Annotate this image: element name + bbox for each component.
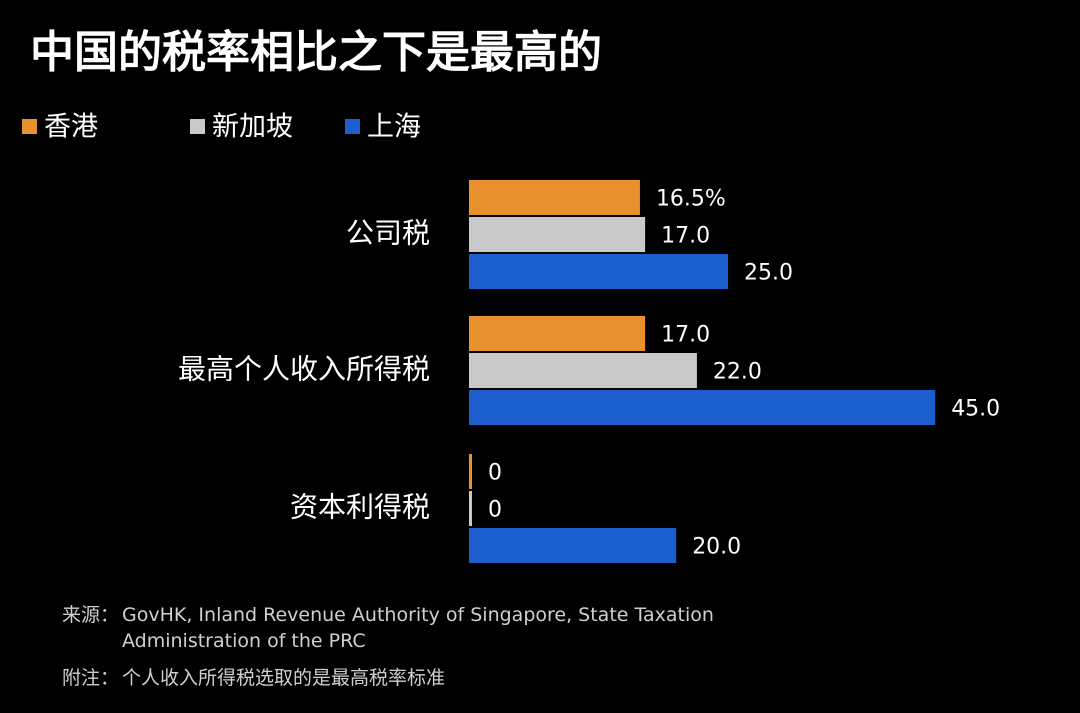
source: 来源： GovHK, Inland Revenue Authority of S… bbox=[62, 602, 762, 654]
legend-swatch bbox=[190, 119, 205, 134]
note-text: 个人收入所得税选取的是最高税率标准 bbox=[122, 667, 446, 689]
value-label: 45.0 bbox=[951, 397, 1000, 422]
legend-label: 香港 bbox=[44, 112, 98, 143]
category-label: 资本利得税 bbox=[290, 491, 430, 524]
bar bbox=[469, 217, 646, 252]
value-label: 22.0 bbox=[713, 360, 762, 385]
value-label: 16.5% bbox=[656, 187, 726, 212]
bar bbox=[469, 353, 697, 388]
legend-label: 新加坡 bbox=[212, 112, 293, 143]
bar bbox=[469, 491, 472, 526]
note-label: 附注： bbox=[62, 667, 120, 689]
source-text: GovHK, Inland Revenue Authority of Singa… bbox=[122, 604, 714, 652]
value-label: 20.0 bbox=[692, 535, 741, 560]
legend-swatch bbox=[345, 119, 360, 134]
legend-swatch bbox=[22, 119, 37, 134]
value-label: 0 bbox=[488, 498, 502, 523]
legend-label: 上海 bbox=[367, 112, 421, 143]
bar bbox=[469, 180, 640, 215]
bar bbox=[469, 454, 472, 489]
value-label: 17.0 bbox=[661, 323, 710, 348]
note: 附注： 个人收入所得税选取的是最高税率标准 bbox=[62, 665, 762, 691]
bar bbox=[469, 528, 677, 563]
value-label: 25.0 bbox=[744, 261, 793, 286]
value-label: 17.0 bbox=[661, 224, 710, 249]
category-label: 公司税 bbox=[346, 217, 430, 250]
chart-title: 中国的税率相比之下是最高的 bbox=[30, 27, 602, 78]
bar bbox=[469, 254, 728, 289]
category-label: 最高个人收入所得税 bbox=[178, 353, 430, 386]
bar bbox=[469, 390, 936, 425]
source-label: 来源： bbox=[62, 604, 120, 626]
bar bbox=[469, 316, 646, 351]
value-label: 0 bbox=[488, 461, 502, 486]
